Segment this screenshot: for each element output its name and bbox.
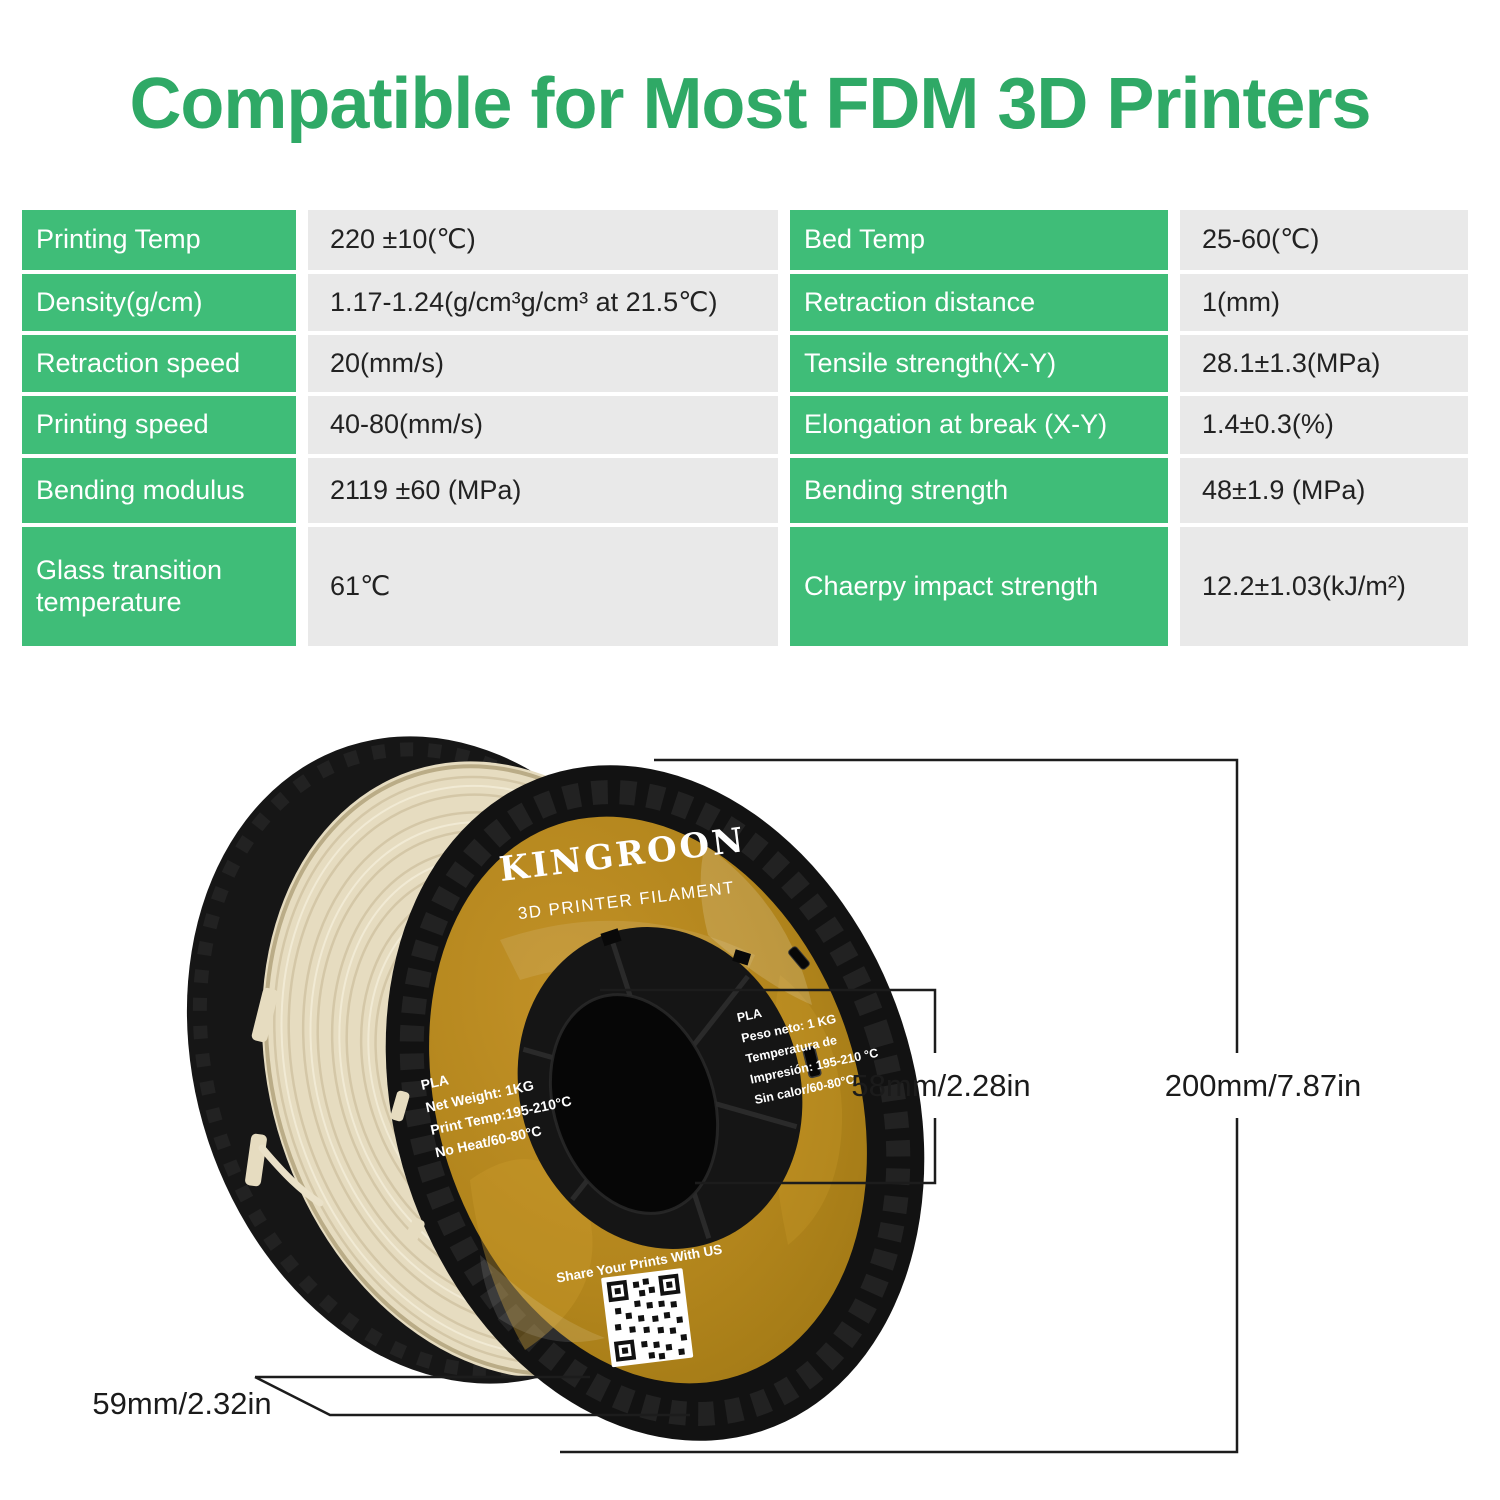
leaf-watermark (470, 1159, 593, 1350)
dim-width-text: 59mm/2.32in (92, 1386, 271, 1421)
filament-strand (258, 1144, 324, 1207)
spec-label-cell: Printing Temp (22, 210, 296, 270)
spec-value-cell: 61℃ (308, 527, 778, 646)
dim-line-outer (560, 758, 1239, 1454)
spec-value-cell: 25-60(℃) (1180, 210, 1468, 270)
dim-line-width (254, 1375, 690, 1417)
spec-table: Printing Temp 220 ±10(℃) Bed Temp 25-60(… (22, 210, 1468, 646)
svg-text:PLA: PLA (736, 1006, 763, 1025)
gloss-reflection (480, 1255, 605, 1343)
rim-slot (403, 1217, 425, 1247)
spec-label-cell: Bending strength (790, 458, 1168, 523)
dim-hub-text: 58mm/2.28in (851, 1068, 1030, 1103)
spec-value-cell: 2119 ±60 (MPa) (308, 458, 778, 523)
spec-label-cell: Elongation at break (X-Y) (790, 396, 1168, 454)
spec-value-cell: 12.2±1.03(kJ/m²) (1180, 527, 1468, 646)
qr-code (601, 1268, 694, 1368)
spec-label-cell: Glass transition temperature (22, 527, 296, 646)
hub-center-hole (550, 994, 718, 1214)
spec-label-cell: Retraction distance (790, 274, 1168, 331)
spec-value-cell: 220 ±10(℃) (308, 210, 778, 270)
dim-outer-text: 200mm/7.87in (1165, 1068, 1361, 1103)
dim-line-hub (600, 988, 937, 1185)
spec-value-cell: 28.1±1.3(MPa) (1180, 335, 1468, 392)
flange-slot (251, 987, 279, 1043)
spec-value-cell: 1(mm) (1180, 274, 1468, 331)
gloss-reflection (700, 845, 812, 1005)
hub-center-hole-rim (548, 993, 720, 1215)
dimension-lines (254, 758, 1239, 1454)
page-title: Compatible for Most FDM 3D Printers (129, 64, 1371, 144)
spec-value-cell: 40-80(mm/s) (308, 396, 778, 454)
spec-label-cell: Bending modulus (22, 458, 296, 523)
spec-value-cell: 48±1.9 (MPa) (1180, 458, 1468, 523)
spec-label-cell: Printing speed (22, 396, 296, 454)
spec-label-cell: Tensile strength(X-Y) (790, 335, 1168, 392)
svg-text:PLA: PLA (419, 1071, 450, 1092)
spec-label-cell: Retraction speed (22, 335, 296, 392)
spec-value-cell: 1.4±0.3(%) (1180, 396, 1468, 454)
spec-label-cell: Bed Temp (790, 210, 1168, 270)
spec-value-cell: 20(mm/s) (308, 335, 778, 392)
spec-label-cell: Chaerpy impact strength (790, 527, 1168, 646)
rim-notch (802, 1045, 822, 1079)
rim-notch (788, 946, 810, 970)
rim-slot (390, 1090, 410, 1122)
spec-value-cell: 1.17-1.24(g/cm³g/cm³ at 21.5℃) (308, 274, 778, 331)
spec-label-cell: Density(g/cm) (22, 274, 296, 331)
